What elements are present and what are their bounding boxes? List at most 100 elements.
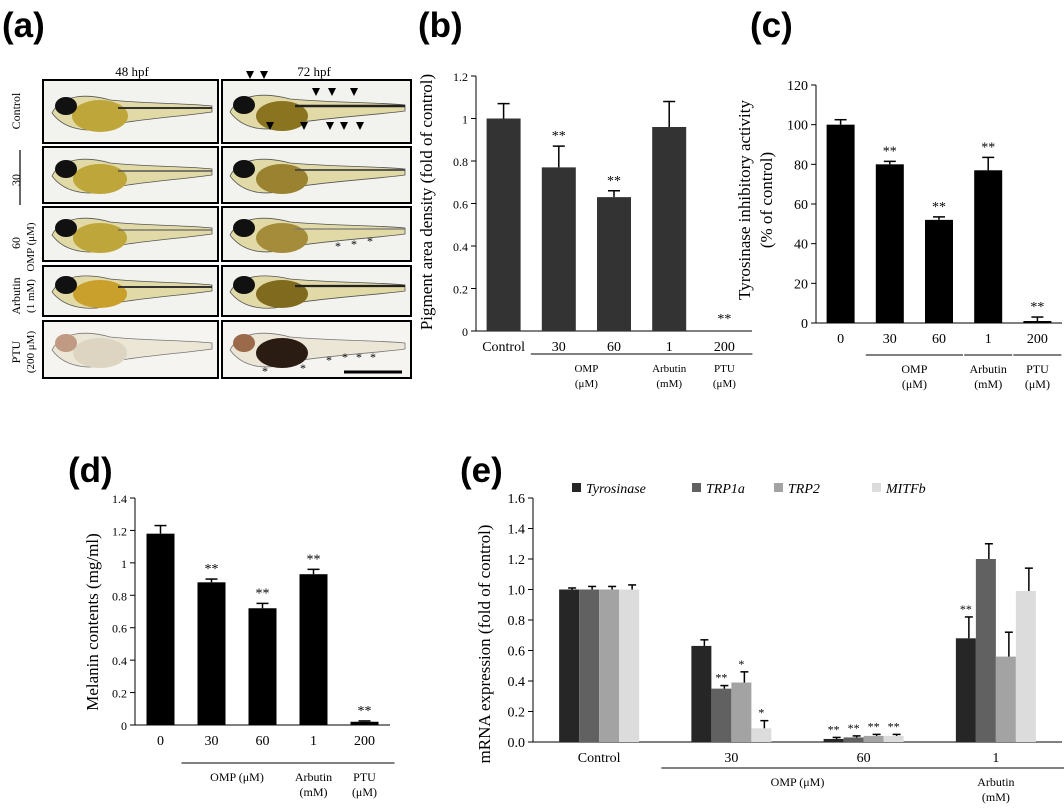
significance-mark: ** [205,562,219,577]
group-label: OMP (μM) [210,770,264,784]
bar [925,219,953,323]
x-tick-label: 0 [837,332,844,347]
embryo-tile [42,206,219,262]
y-tick-label: 1.0 [508,584,526,599]
bar [486,118,521,331]
x-tick-label: 30 [724,751,738,766]
y-tick-label: 20 [794,277,808,292]
x-tick-label: 200 [354,734,375,749]
y-tick-label: 1.2 [112,524,127,538]
embryo-tile [221,71,412,144]
bar-tyrosinase [691,645,712,742]
group-unit: (μM) [713,378,736,390]
group-label: OMP [574,363,598,375]
y-tick-label: 40 [794,238,808,253]
significance-mark: ** [1030,300,1044,315]
embryo-tile [42,79,219,144]
group-label: Arbutin [977,775,1014,789]
bar [875,164,904,323]
panel-e-letter: (e) [460,451,503,490]
bar-mitfb [619,589,640,742]
svg-text:*: * [370,350,376,364]
significance-mark: ** [717,312,731,327]
row-label-60: 60 [9,237,23,249]
x-tick-label: 200 [714,340,735,355]
svg-text:*: * [351,237,357,251]
panel-e-ylabel: mRNA expression (fold of control) [475,525,494,764]
bar [299,574,328,725]
y-tick-label: 0.4 [112,654,127,668]
significance-mark: ** [960,602,972,616]
x-tick-label: Control [482,340,525,355]
significance-mark: ** [981,140,995,155]
y-tick-label: 0 [801,317,808,332]
group-unit: (μM) [902,377,927,391]
x-tick-label: 30 [883,332,897,347]
group-label: Arbutin [295,770,332,784]
row-label-omp-group: OMP (μM) [25,222,37,272]
bar-trp1a [975,559,996,742]
bar [826,124,855,324]
significance-mark: ** [932,200,946,215]
significance-mark: * [758,706,764,720]
bar-tyrosinase [823,738,844,742]
significance-mark: ** [307,552,321,567]
y-tick-label: 0.2 [112,687,127,701]
significance-mark: ** [358,704,372,719]
y-tick-label: 60 [794,198,808,213]
y-tick-label: 1 [121,557,127,571]
x-tick-label: 60 [857,751,871,766]
significance-mark: ** [868,719,880,733]
panel-c-letter: (c) [750,6,793,45]
panel-b-ylabel: Pigment area density (fold of control) [417,74,436,330]
group-label: OMP [901,362,927,376]
x-tick-label: 1 [992,751,999,766]
group-label: Arbutin [970,362,1007,376]
bar [146,533,175,725]
row-label-ptu-dose: (200 μM) [25,331,37,374]
bar [1023,321,1052,323]
svg-text:*: * [367,234,373,248]
y-tick-label: 0.8 [112,589,127,603]
x-tick-label: 0 [157,734,164,749]
svg-text:*: * [326,353,332,367]
embryo-tile [42,146,219,204]
group-unit: (mM) [300,785,328,799]
svg-text:*: * [262,364,268,378]
y-tick-label: 0.4 [453,240,468,254]
embryo-tile: * * * * * * [221,320,412,379]
group-label: PTU [353,770,376,784]
legend-label: Tyrosinase [586,482,646,497]
panel-b: (b) Pigment area density (fold of contro… [417,6,753,390]
y-tick-label: 1.2 [508,553,526,568]
col-label-72hpf: 72 hpf [297,64,331,79]
bar-trp1a [843,737,864,742]
bar-trp2 [995,656,1016,742]
bar-tyrosinase [559,589,580,742]
significance-mark: * [738,657,744,671]
y-tick-label: 0.8 [508,614,526,629]
legend-label: TRP1a [706,482,745,497]
y-tick-label: 1.2 [453,70,468,84]
row-label-control: Control [9,92,23,129]
row-label-30: 30 [9,174,23,186]
group-unit: (mM) [656,378,682,390]
y-tick-label: 100 [787,119,808,134]
y-tick-label: 80 [794,158,808,173]
x-tick-label: 30 [552,340,566,355]
panel-a-letter: (a) [2,6,45,45]
y-tick-label: 0 [462,325,468,339]
bar-trp2 [863,735,884,742]
chart-b: 0 0.2 0.4 0.6 0.8 1 1.2 Control ** 30 ** 60 1 ** 200 OM… [453,70,753,390]
group-label: PTU [1026,362,1049,376]
embryo-tile: * * * [221,206,412,262]
panel-c-ylabel: Tyrosinase inhibitory activity [735,100,754,300]
bar-trp1a [711,688,732,742]
y-tick-label: 0.6 [112,622,127,636]
panel-c: (c) Tyrosinase inhibitory activity (% of… [735,6,1062,391]
panel-c-ylabel-2: (% of control) [757,152,776,248]
bar-mitfb [883,735,904,742]
panel-d-ylabel: Melanin contents (mg/ml) [83,533,102,711]
bar-mitfb [1015,591,1036,742]
